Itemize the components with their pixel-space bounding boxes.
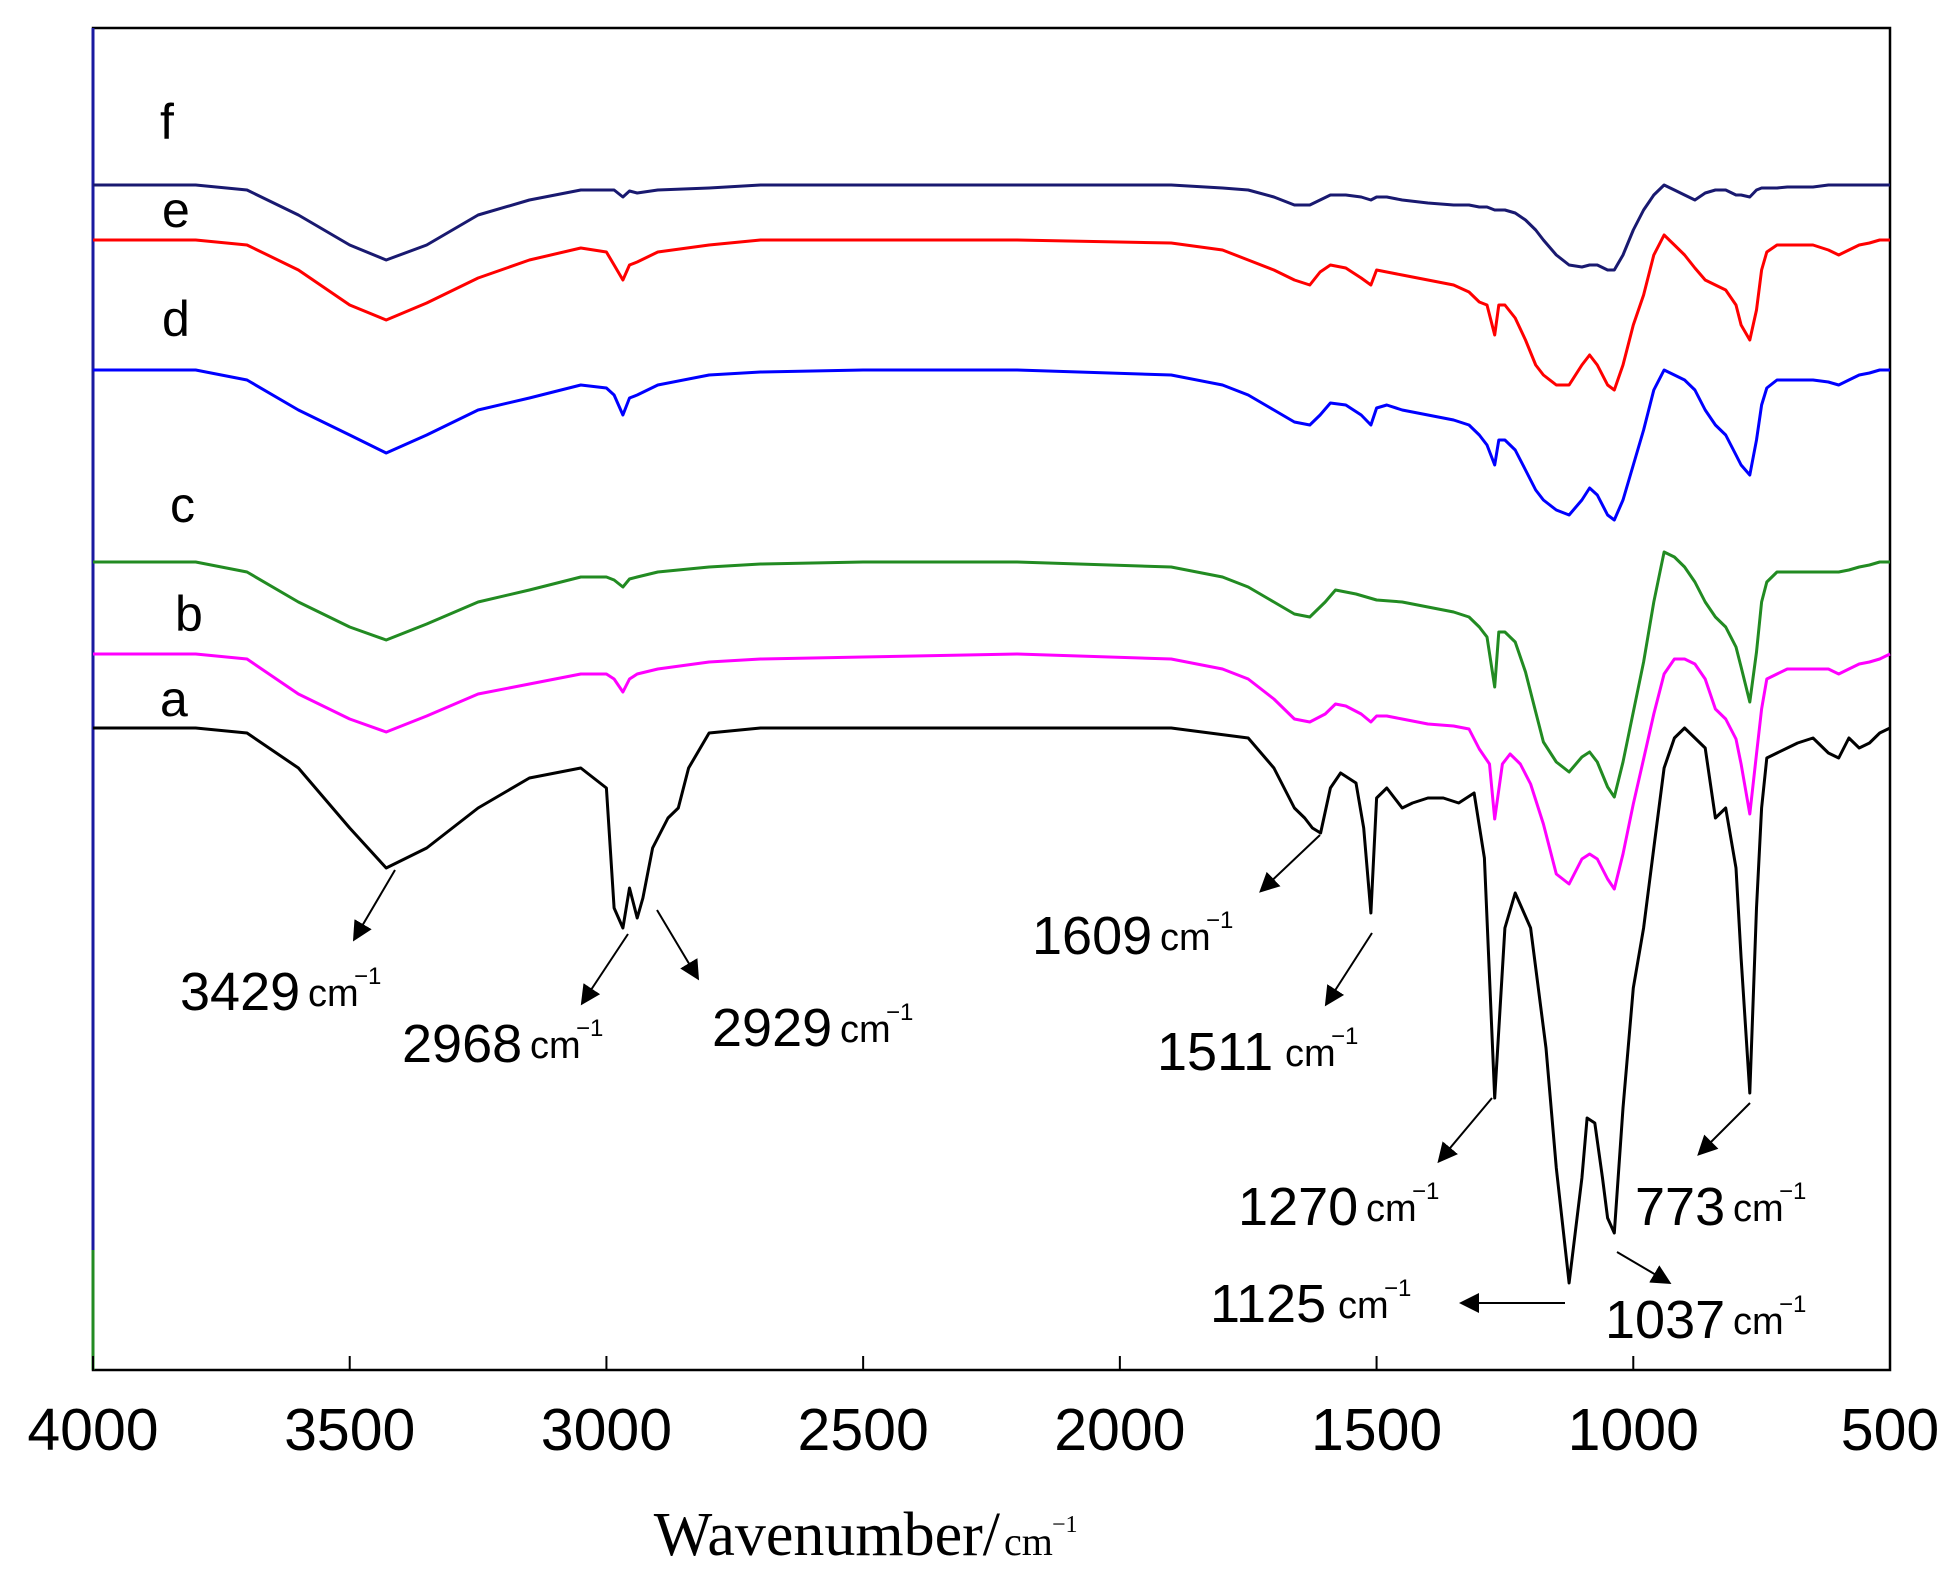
series-line-a	[93, 726, 1891, 1285]
series-labels: abc def	[160, 94, 203, 727]
series-line-f	[93, 183, 1890, 272]
annotation-unit-sup: −1	[354, 963, 381, 990]
x-tick-label: 2500	[798, 1397, 929, 1463]
annotation-unit: cm	[1733, 1188, 1784, 1230]
annotation-unit-sup: −1	[1331, 1023, 1358, 1050]
series-label-a: a	[160, 671, 188, 727]
series-label-f: f	[160, 94, 174, 150]
annotation-value: 1270	[1238, 1177, 1358, 1237]
series-label-d: d	[162, 291, 190, 347]
annotation-arrow	[352, 869, 396, 942]
x-tick-label: 2000	[1054, 1397, 1185, 1463]
x-tick-label: 3000	[541, 1397, 672, 1463]
annotation-unit: cm	[308, 973, 359, 1015]
annotation-unit-sup: −1	[886, 999, 913, 1026]
annotation-value: 1609	[1032, 906, 1152, 966]
x-tick-label: 500	[1841, 1397, 1939, 1463]
annotation-value: 2968	[402, 1014, 522, 1074]
x-ticks: 4000 3500 3000 2500 2000 1500 1000 500	[27, 1356, 1939, 1463]
annotation-value: 1125	[1210, 1274, 1326, 1334]
annotation-value: 2929	[712, 998, 832, 1058]
annotation-arrow	[1616, 1251, 1672, 1285]
annotation-unit-sup: −1	[576, 1015, 603, 1042]
annotation-arrow	[1697, 1102, 1751, 1156]
series-line-d	[93, 368, 1890, 522]
series-label-c: c	[170, 477, 195, 533]
series-group	[93, 183, 1891, 1285]
annotation-unit: cm	[530, 1025, 581, 1067]
series-line-b	[93, 652, 1891, 891]
annotation-value: 773	[1635, 1177, 1725, 1237]
annotation-unit-sup: −1	[1779, 1178, 1806, 1205]
annotation-unit: cm	[1733, 1301, 1784, 1343]
x-tick-label: 1500	[1311, 1397, 1442, 1463]
annotation-arrow	[1259, 834, 1321, 893]
annotation-unit-sup: −1	[1779, 1291, 1806, 1318]
series-line-c	[93, 550, 1890, 799]
annotation-unit-sup: −1	[1384, 1275, 1411, 1302]
annotation-unit: cm	[1285, 1033, 1336, 1075]
series-line-e	[93, 233, 1890, 392]
x-axis-unit-sup: −1	[1052, 1512, 1078, 1538]
annotation-unit-sup: −1	[1206, 907, 1233, 934]
annotation-unit: cm	[1338, 1285, 1389, 1327]
x-tick-label: 4000	[27, 1397, 158, 1463]
annotation-value: 3429	[180, 962, 300, 1022]
annotation-arrow	[1437, 1097, 1493, 1164]
annotation-unit-sup: −1	[1412, 1178, 1439, 1205]
annotation-unit: cm	[840, 1009, 891, 1051]
annotation-unit: cm	[1160, 917, 1211, 959]
x-axis-label: Wavenumber/	[654, 1501, 1001, 1569]
series-label-b: b	[175, 586, 203, 642]
series-label-e: e	[162, 182, 190, 238]
annotation-arrow	[1324, 932, 1373, 1007]
x-tick-label: 1000	[1568, 1397, 1699, 1463]
plot-frame	[91, 26, 1892, 1372]
x-axis-unit: cm	[1004, 1519, 1053, 1564]
annotation-value: 1511	[1157, 1022, 1273, 1082]
annotation-arrow	[656, 909, 700, 981]
annotation-unit: cm	[1366, 1188, 1417, 1230]
annotation-value: 1037	[1605, 1290, 1725, 1350]
x-tick-label: 3500	[284, 1397, 415, 1463]
annotation-arrow	[580, 933, 629, 1006]
